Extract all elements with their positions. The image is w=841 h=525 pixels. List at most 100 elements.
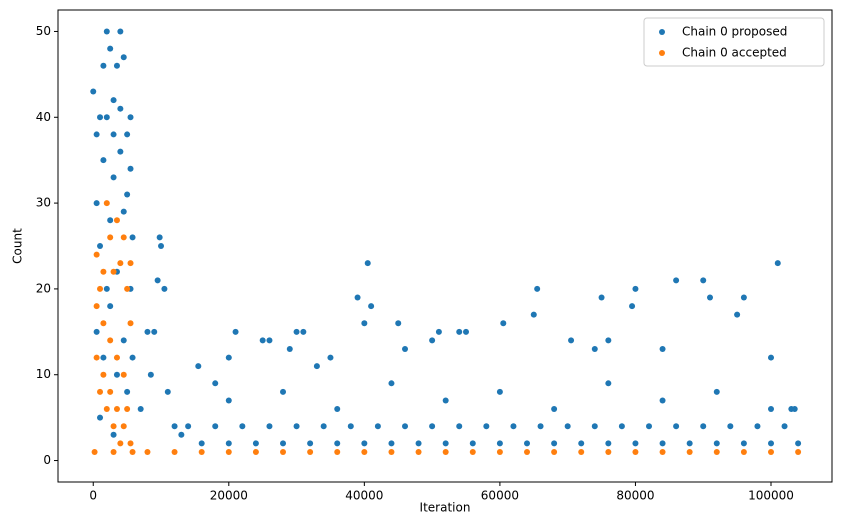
point <box>361 440 368 447</box>
point <box>334 440 341 447</box>
point <box>110 423 117 430</box>
point <box>686 440 693 447</box>
point <box>100 320 107 327</box>
point <box>496 440 503 447</box>
point <box>154 277 161 284</box>
point <box>225 440 232 447</box>
point <box>107 45 114 52</box>
point <box>127 440 134 447</box>
x-tick-label: 20000 <box>210 489 248 503</box>
point <box>117 260 124 267</box>
point <box>97 285 104 292</box>
point <box>327 354 334 361</box>
point <box>198 440 205 447</box>
point <box>534 285 541 292</box>
point <box>266 423 273 430</box>
point <box>97 243 104 249</box>
x-axis-label: Iteration <box>420 501 471 515</box>
point <box>605 380 612 387</box>
point <box>93 354 100 361</box>
point <box>700 423 707 430</box>
point <box>727 423 734 430</box>
point <box>791 406 798 413</box>
point <box>107 303 114 310</box>
point <box>129 354 136 361</box>
point <box>107 217 114 224</box>
point <box>551 440 558 447</box>
point <box>320 423 327 430</box>
legend-box <box>643 17 825 67</box>
point <box>632 440 639 447</box>
point <box>280 388 287 395</box>
point <box>361 320 368 327</box>
point <box>605 440 612 447</box>
point <box>707 294 714 301</box>
point <box>768 440 775 447</box>
point <box>198 448 205 455</box>
point <box>354 294 361 301</box>
point <box>195 363 202 370</box>
point <box>239 423 246 430</box>
point <box>483 423 490 430</box>
point <box>388 380 395 387</box>
point <box>252 440 259 447</box>
point <box>524 448 531 455</box>
point <box>734 311 741 318</box>
point <box>334 448 341 455</box>
point <box>442 440 449 447</box>
point <box>129 448 136 455</box>
point <box>795 448 802 455</box>
point <box>124 285 131 292</box>
point <box>127 165 134 172</box>
y-tick-label: 40 <box>36 110 51 124</box>
y-axis-label: Count <box>11 228 25 264</box>
point <box>97 414 104 421</box>
point <box>361 448 368 455</box>
point <box>524 440 531 447</box>
legend-marker <box>659 50 665 56</box>
y-tick-label: 30 <box>36 196 51 210</box>
point <box>103 28 110 35</box>
point <box>293 423 300 430</box>
point <box>578 448 585 455</box>
legend-marker <box>659 29 665 35</box>
point <box>93 328 100 335</box>
point <box>171 448 178 455</box>
point <box>713 440 720 447</box>
point <box>774 260 781 267</box>
point <box>768 448 775 455</box>
point <box>185 423 192 430</box>
point <box>429 423 436 430</box>
point <box>632 285 639 292</box>
point <box>97 388 104 395</box>
point <box>151 328 158 335</box>
point <box>127 320 134 327</box>
point <box>402 345 409 352</box>
point <box>368 303 375 310</box>
point <box>364 260 371 267</box>
point <box>110 97 117 104</box>
point <box>137 406 144 413</box>
point <box>90 88 97 95</box>
point <box>144 448 151 455</box>
point <box>113 371 120 378</box>
point <box>496 448 503 455</box>
point <box>124 388 131 395</box>
point <box>280 448 287 455</box>
plot-frame <box>57 9 833 483</box>
point <box>568 337 575 344</box>
point <box>113 217 120 224</box>
point <box>530 311 537 318</box>
point <box>117 440 124 447</box>
point <box>700 277 707 284</box>
point <box>334 406 341 413</box>
point <box>659 440 666 447</box>
x-tick-label: 0 <box>89 489 97 503</box>
point <box>564 423 571 430</box>
point <box>93 251 100 258</box>
point <box>605 448 612 455</box>
point <box>232 328 239 335</box>
point <box>164 388 171 395</box>
point <box>286 345 293 352</box>
point <box>120 208 127 215</box>
